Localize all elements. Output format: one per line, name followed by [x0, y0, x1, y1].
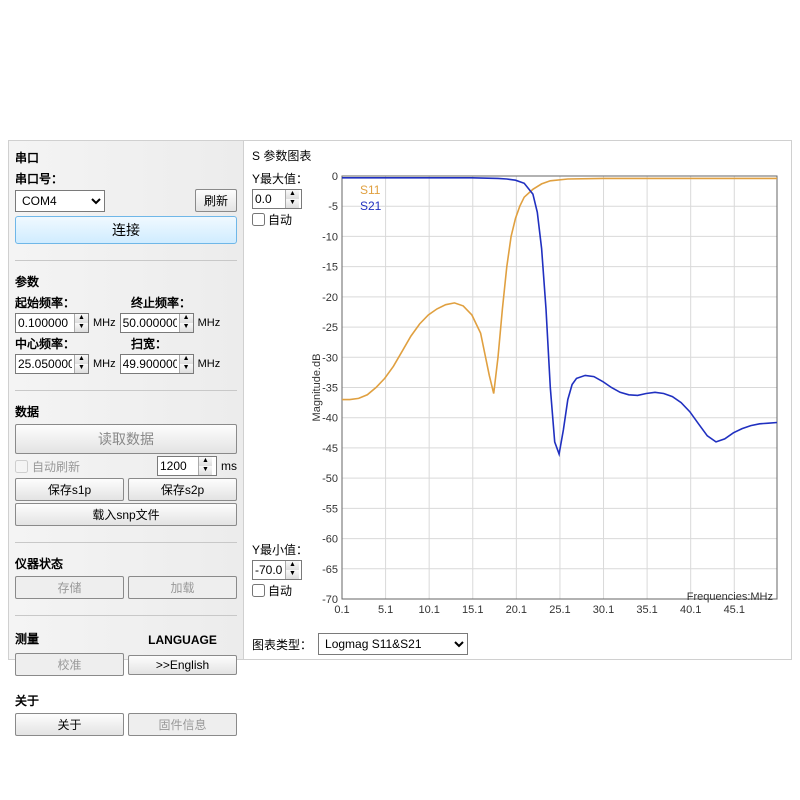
interval-unit: ms: [221, 459, 237, 473]
data-section-title: 数据: [15, 403, 237, 420]
about-section-title: 关于: [15, 692, 237, 709]
ymax-input[interactable]: ▲▼: [252, 189, 302, 209]
svg-text:-15: -15: [322, 262, 338, 274]
svg-text:-60: -60: [322, 534, 338, 546]
ymax-auto-label: 自动: [268, 211, 292, 228]
params-section-title: 参数: [15, 273, 237, 290]
svg-text:-35: -35: [322, 383, 338, 395]
ymin-input[interactable]: ▲▼: [252, 560, 302, 580]
svg-text:45.1: 45.1: [724, 604, 745, 616]
svg-text:-65: -65: [322, 564, 338, 576]
svg-text:20.1: 20.1: [506, 604, 527, 616]
data-section: 数据 读取数据 自动刷新 ▲▼ ms 保存s1p 保存s2p: [15, 399, 237, 534]
measure-section-title: 测量: [15, 630, 124, 647]
svg-text:40.1: 40.1: [680, 604, 701, 616]
center-freq-unit: MHz: [93, 358, 116, 370]
ymin-auto-checkbox[interactable]: [252, 584, 265, 597]
span-input[interactable]: ▲▼: [120, 354, 194, 374]
span-unit: MHz: [198, 358, 221, 370]
calibrate-button[interactable]: 校准: [15, 653, 124, 676]
svg-text:-40: -40: [322, 413, 338, 425]
save-s2p-button[interactable]: 保存s2p: [128, 478, 237, 501]
measure-section: 测量 LANGUAGE 校准 >>English: [15, 624, 237, 684]
svg-text:30.1: 30.1: [593, 604, 614, 616]
magnitude-plot: 0.15.110.115.120.125.130.135.140.145.10-…: [308, 170, 783, 629]
language-title: LANGUAGE: [148, 633, 217, 647]
language-button[interactable]: >>English: [128, 655, 237, 675]
serial-section: 串口 串口号： COM4 刷新 连接: [15, 145, 237, 252]
svg-text:-30: -30: [322, 352, 338, 364]
end-freq-input[interactable]: ▲▼: [120, 313, 194, 333]
svg-text:35.1: 35.1: [636, 604, 657, 616]
auto-refresh-label: 自动刷新: [32, 458, 80, 475]
firmware-button[interactable]: 固件信息: [128, 713, 237, 736]
end-freq-label: 终止频率：: [131, 296, 191, 310]
start-freq-unit: MHz: [93, 317, 116, 329]
store-button[interactable]: 存储: [15, 576, 124, 599]
svg-text:-25: -25: [322, 322, 338, 334]
params-section: 参数 起始频率： 终止频率： ▲▼ MHz: [15, 269, 237, 382]
end-freq-unit: MHz: [198, 317, 221, 329]
ymax-auto-checkbox[interactable]: [252, 213, 265, 226]
svg-text:-70: -70: [322, 594, 338, 606]
serial-section-title: 串口: [15, 149, 237, 166]
instrument-section: 仪器状态 存储 加载: [15, 551, 237, 607]
svg-text:15.1: 15.1: [462, 604, 483, 616]
svg-text:-50: -50: [322, 473, 338, 485]
svg-text:-20: -20: [322, 292, 338, 304]
start-freq-label: 起始频率：: [15, 296, 75, 310]
ymin-auto-label: 自动: [268, 582, 292, 599]
svg-text:25.1: 25.1: [549, 604, 570, 616]
auto-refresh-checkbox[interactable]: [15, 460, 28, 473]
start-freq-input[interactable]: ▲▼: [15, 313, 89, 333]
port-label: 串口号：: [15, 170, 63, 187]
chart-title: S 参数图表: [252, 147, 783, 164]
svg-text:S11: S11: [360, 183, 381, 197]
center-freq-label: 中心频率：: [15, 337, 75, 351]
svg-text:10.1: 10.1: [418, 604, 439, 616]
y-axis-controls: Y最大值： ▲▼ 自动 Y最小值：: [252, 170, 308, 629]
svg-text:-55: -55: [322, 503, 338, 515]
load-snp-button[interactable]: 载入snp文件: [15, 503, 237, 526]
chart-type-label: 图表类型：: [252, 636, 312, 653]
instrument-section-title: 仪器状态: [15, 555, 237, 572]
ymin-label: Y最小值：: [252, 541, 308, 558]
read-data-button[interactable]: 读取数据: [15, 424, 237, 454]
refresh-button[interactable]: 刷新: [195, 189, 237, 212]
x-axis-title: Frequencies:MHz: [687, 591, 773, 603]
interval-input[interactable]: ▲▼: [157, 456, 217, 476]
app-window: 串口 串口号： COM4 刷新 连接 参数: [0, 0, 800, 800]
about-section: 关于 关于 固件信息: [15, 688, 237, 744]
svg-text:-10: -10: [322, 231, 338, 243]
svg-text:-5: -5: [328, 201, 338, 213]
span-label: 扫宽：: [131, 337, 167, 351]
svg-text:5.1: 5.1: [378, 604, 393, 616]
center-freq-input[interactable]: ▲▼: [15, 354, 89, 374]
svg-text:-45: -45: [322, 443, 338, 455]
left-panel: 串口 串口号： COM4 刷新 连接 参数: [9, 141, 244, 659]
load-state-button[interactable]: 加载: [128, 576, 237, 599]
about-button[interactable]: 关于: [15, 713, 124, 736]
save-s1p-button[interactable]: 保存s1p: [15, 478, 124, 501]
port-select[interactable]: COM4: [15, 190, 105, 212]
ymax-label: Y最大值：: [252, 170, 308, 187]
chart-type-select[interactable]: Logmag S11&S21: [318, 633, 468, 655]
svg-text:Magnitude.dB: Magnitude.dB: [311, 354, 323, 422]
svg-text:0: 0: [332, 171, 338, 183]
connect-button[interactable]: 连接: [15, 216, 237, 244]
right-panel: S 参数图表 Y最大值： ▲▼ 自动: [244, 141, 791, 659]
main-content: 串口 串口号： COM4 刷新 连接 参数: [8, 140, 792, 660]
plot-container: 0.15.110.115.120.125.130.135.140.145.10-…: [308, 170, 783, 629]
chart-type-row: 图表类型： Logmag S11&S21: [252, 629, 783, 655]
svg-text:S21: S21: [360, 199, 382, 213]
chart-area: Y最大值： ▲▼ 自动 Y最小值：: [252, 170, 783, 629]
